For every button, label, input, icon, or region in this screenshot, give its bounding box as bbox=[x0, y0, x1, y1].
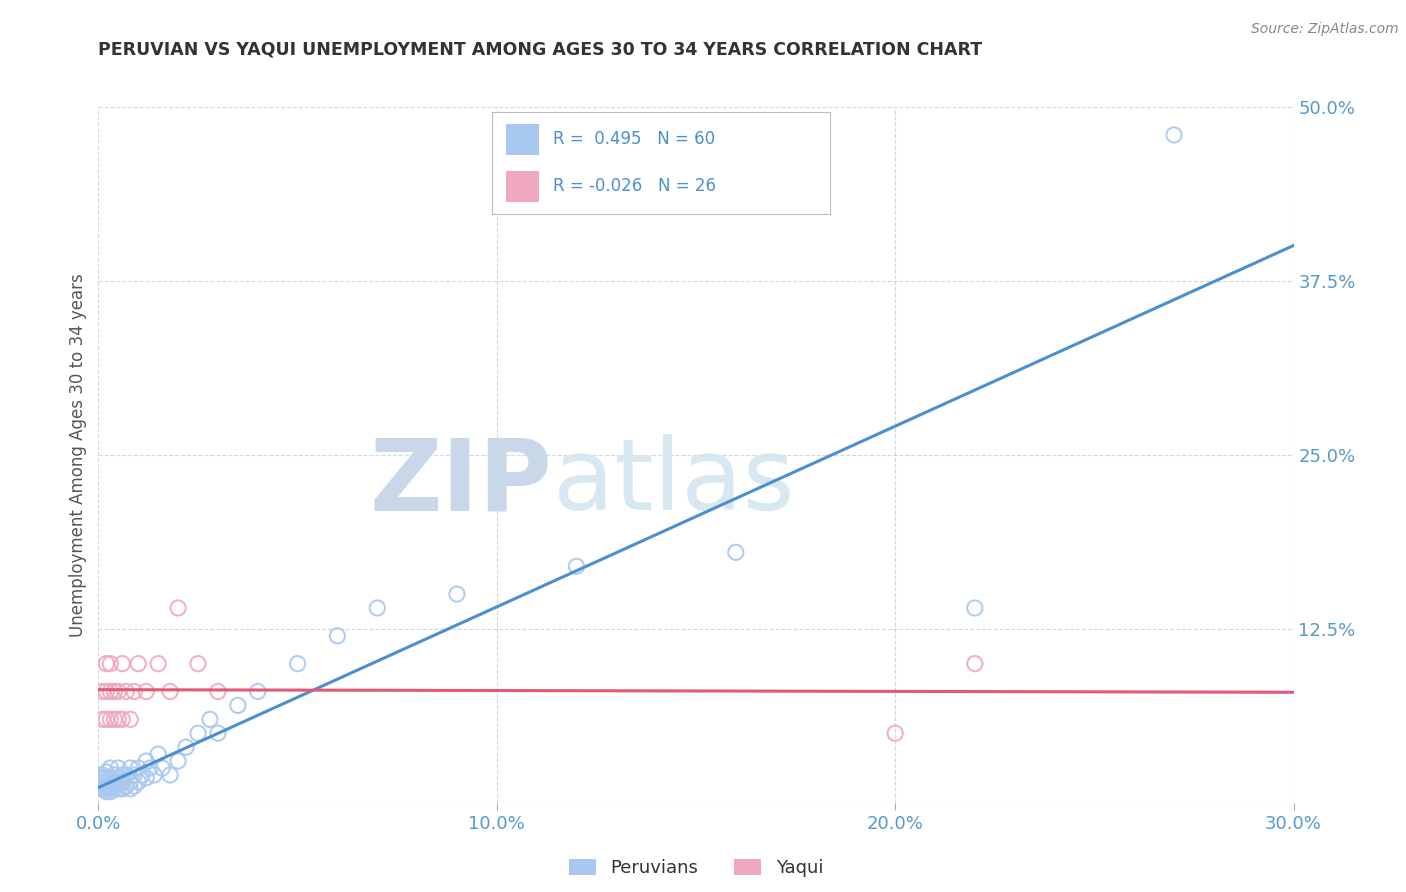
Point bbox=[111, 781, 134, 796]
Point bbox=[167, 601, 190, 615]
Point bbox=[98, 775, 122, 789]
Point bbox=[91, 771, 114, 785]
Point bbox=[111, 768, 134, 782]
Point bbox=[135, 684, 157, 698]
Point bbox=[143, 768, 166, 782]
Point bbox=[96, 781, 118, 796]
Point bbox=[124, 768, 146, 782]
Point bbox=[91, 779, 114, 793]
Point bbox=[98, 781, 122, 796]
FancyBboxPatch shape bbox=[506, 171, 540, 202]
Point bbox=[148, 747, 170, 761]
Point bbox=[96, 657, 118, 671]
Point bbox=[198, 712, 221, 726]
Point bbox=[226, 698, 249, 713]
Point bbox=[115, 684, 138, 698]
Point bbox=[120, 781, 142, 796]
Point bbox=[107, 775, 129, 789]
Point bbox=[98, 761, 122, 775]
Point bbox=[103, 781, 125, 796]
Point bbox=[98, 785, 122, 799]
Point bbox=[159, 768, 181, 782]
Point bbox=[111, 712, 134, 726]
Point bbox=[91, 712, 114, 726]
Point bbox=[446, 587, 468, 601]
Point bbox=[98, 657, 122, 671]
Point bbox=[115, 779, 138, 793]
Point bbox=[127, 657, 149, 671]
Text: ZIP: ZIP bbox=[370, 434, 553, 532]
Point bbox=[103, 779, 125, 793]
Point bbox=[127, 775, 149, 789]
Point bbox=[96, 779, 118, 793]
Point bbox=[96, 684, 118, 698]
Point bbox=[98, 712, 122, 726]
Text: Source: ZipAtlas.com: Source: ZipAtlas.com bbox=[1251, 22, 1399, 37]
Point bbox=[115, 768, 138, 782]
Point bbox=[120, 775, 142, 789]
Point bbox=[96, 775, 118, 789]
Point bbox=[139, 761, 162, 775]
Point bbox=[107, 781, 129, 796]
Point bbox=[963, 601, 986, 615]
Point bbox=[326, 629, 349, 643]
Point bbox=[107, 761, 129, 775]
Point bbox=[174, 740, 197, 755]
Point bbox=[91, 775, 114, 789]
Point bbox=[159, 684, 181, 698]
Point bbox=[884, 726, 907, 740]
Point bbox=[127, 761, 149, 775]
Point bbox=[98, 779, 122, 793]
Point bbox=[287, 657, 309, 671]
Point bbox=[963, 657, 986, 671]
Y-axis label: Unemployment Among Ages 30 to 34 years: Unemployment Among Ages 30 to 34 years bbox=[69, 273, 87, 637]
Point bbox=[96, 785, 118, 799]
Point bbox=[366, 601, 388, 615]
Text: atlas: atlas bbox=[553, 434, 794, 532]
Point bbox=[103, 684, 125, 698]
Point bbox=[724, 545, 747, 559]
Point bbox=[98, 771, 122, 785]
Point bbox=[96, 765, 118, 780]
Point bbox=[103, 712, 125, 726]
Point bbox=[1163, 128, 1185, 142]
Point bbox=[107, 771, 129, 785]
Point bbox=[91, 768, 114, 782]
Point bbox=[98, 684, 122, 698]
Point bbox=[120, 712, 142, 726]
Point bbox=[120, 761, 142, 775]
Point bbox=[96, 712, 118, 726]
Point bbox=[107, 712, 129, 726]
Point bbox=[246, 684, 269, 698]
Point bbox=[167, 754, 190, 768]
Point bbox=[96, 771, 118, 785]
Point bbox=[124, 684, 146, 698]
Point bbox=[111, 657, 134, 671]
Point bbox=[135, 771, 157, 785]
Point bbox=[148, 657, 170, 671]
Text: R = -0.026   N = 26: R = -0.026 N = 26 bbox=[553, 178, 716, 195]
Point bbox=[91, 781, 114, 796]
Point bbox=[135, 754, 157, 768]
Point bbox=[111, 775, 134, 789]
Text: R =  0.495   N = 60: R = 0.495 N = 60 bbox=[553, 130, 716, 148]
Text: PERUVIAN VS YAQUI UNEMPLOYMENT AMONG AGES 30 TO 34 YEARS CORRELATION CHART: PERUVIAN VS YAQUI UNEMPLOYMENT AMONG AGE… bbox=[98, 40, 983, 58]
Point bbox=[103, 768, 125, 782]
FancyBboxPatch shape bbox=[506, 124, 540, 154]
Point bbox=[103, 775, 125, 789]
Point bbox=[207, 684, 229, 698]
Point bbox=[565, 559, 588, 574]
Point bbox=[124, 779, 146, 793]
Point bbox=[150, 761, 173, 775]
Point bbox=[207, 726, 229, 740]
Point bbox=[107, 684, 129, 698]
Point bbox=[187, 657, 209, 671]
Point bbox=[187, 726, 209, 740]
Point bbox=[91, 684, 114, 698]
Point bbox=[131, 768, 153, 782]
Legend: Peruvians, Yaqui: Peruvians, Yaqui bbox=[561, 852, 831, 884]
